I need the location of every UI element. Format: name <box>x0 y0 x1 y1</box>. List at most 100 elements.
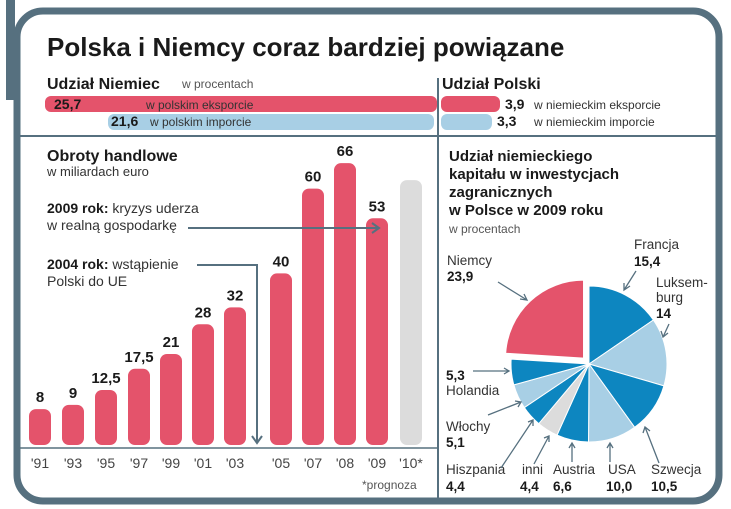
bar-95 <box>95 390 117 445</box>
label-niemcy: Niemcy <box>447 253 492 268</box>
label-holandia: Holandia <box>446 383 500 398</box>
bar-value-label: 12,5 <box>91 370 120 387</box>
poland-export-label: w niemieckim eksporcie <box>533 98 661 112</box>
leader-niemcy <box>497 281 529 301</box>
bar-value-label: 28 <box>195 304 212 321</box>
x-tick-label: '91 <box>31 455 49 471</box>
annotation-2009-text1: kryzys uderza <box>112 200 199 216</box>
annotation-2009-bold: 2009 rok: <box>47 200 108 216</box>
value-szwecja: 10,5 <box>651 479 678 494</box>
x-tick-label: '97 <box>130 455 148 471</box>
leader-inni <box>533 435 550 465</box>
frame-tab <box>6 0 15 100</box>
bar-value-label: 9 <box>69 385 77 402</box>
value-niemcy: 23,9 <box>447 269 473 284</box>
pie-title-line: w Polsce w 2009 roku <box>448 202 603 219</box>
leader-luksemburg <box>660 323 670 339</box>
annotation-2004-line2: Polski do UE <box>47 273 127 289</box>
bar-91 <box>29 409 51 445</box>
annotation-arrows <box>188 222 381 445</box>
bar-value-label: 8 <box>36 389 44 406</box>
label-francja: Francja <box>634 237 680 252</box>
x-tick-label: '07 <box>304 455 322 471</box>
x-tick-label: '10* <box>399 455 423 471</box>
x-tick-label: '99 <box>162 455 180 471</box>
bar-99 <box>160 353 182 445</box>
annotation-2009: 2009 rok: kryzys uderza <box>47 200 199 216</box>
x-tick-label: '01 <box>194 455 212 471</box>
leader-wlochy <box>487 400 523 416</box>
germany-export-label: w polskim eksporcie <box>145 98 254 112</box>
arrow-2009 <box>188 222 381 234</box>
bar-05 <box>270 273 292 445</box>
bar-07 <box>302 188 324 445</box>
pie-subtitle: w procentach <box>448 222 520 236</box>
leader-hiszpania <box>500 419 534 469</box>
x-axis-labels: '91 '93 '95 '97 '99 '01 '03 '05 '07 '08 '09 '10* <box>31 455 424 471</box>
footnote: *prognoza <box>362 478 417 492</box>
label-inni: inni <box>522 462 543 477</box>
value-usa: 10,0 <box>606 479 632 494</box>
annotation-2004-text1: wstąpienie <box>111 256 178 272</box>
label-austria: Austria <box>553 462 596 477</box>
x-tick-label: '08 <box>336 455 354 471</box>
bar-09 <box>366 218 388 445</box>
bar-chart-title: Obroty handlowe <box>47 148 178 165</box>
germany-export-value: 25,7 <box>54 96 81 112</box>
bar-value-label: 21 <box>163 334 180 351</box>
pie-title-line: kapitału w inwestycjach <box>449 166 619 183</box>
bar-poland-export <box>441 96 500 112</box>
pie-labels: Niemcy 23,9 Francja 15,4 Luksem- burg 14… <box>446 237 708 494</box>
germany-import-value: 21,6 <box>111 113 138 129</box>
bar-chart-subtitle: w miliardach euro <box>46 164 149 179</box>
leader-usa <box>606 441 614 462</box>
pie-slices <box>505 279 668 443</box>
leader-francja <box>623 270 637 292</box>
poland-export-value: 3,9 <box>505 96 525 112</box>
value-austria: 6,6 <box>553 479 572 494</box>
pie-leader-lines <box>473 270 670 469</box>
bar-01 <box>192 324 214 445</box>
annotation-2004: 2004 rok: wstąpienie <box>47 256 179 272</box>
pie-title-line: zagranicznych <box>449 184 552 201</box>
bar-value-label: 60 <box>305 169 322 186</box>
bar-germany-import <box>108 114 434 130</box>
pie-title: Udział niemieckiego kapitału w inwestycj… <box>448 148 619 219</box>
bar-value-label: 66 <box>337 143 354 160</box>
value-francja: 15,4 <box>634 254 661 269</box>
pie-slice-holandia <box>510 358 590 386</box>
x-tick-label: '05 <box>272 455 290 471</box>
pie-slice-francja <box>588 285 655 365</box>
bar-value-label: 40 <box>273 253 290 270</box>
leader-austria <box>568 441 576 462</box>
bar-03 <box>224 307 246 445</box>
germany-share-unit: w procentach <box>181 77 253 91</box>
frame <box>13 7 723 505</box>
bar-10 <box>400 180 422 445</box>
germany-import-label: w polskim imporcie <box>149 115 252 129</box>
label-luksemburg-2: burg <box>656 290 683 305</box>
annotation-2004-bold: 2004 rok: <box>47 256 108 272</box>
bar-08 <box>334 163 356 445</box>
label-usa: USA <box>608 462 636 477</box>
bar-value-label: 32 <box>227 287 244 304</box>
poland-import-value: 3,3 <box>497 113 517 129</box>
bar-97 <box>128 368 150 445</box>
germany-share-title: Udział Niemiec <box>47 76 160 93</box>
leader-szwecja <box>642 425 660 464</box>
label-wlochy: Włochy <box>446 419 491 434</box>
x-tick-label: '03 <box>226 455 244 471</box>
value-luksemburg: 14 <box>656 306 672 321</box>
page-title: Polska i Niemcy coraz bardziej powiązane <box>47 32 564 62</box>
bar-germany-export <box>45 96 437 112</box>
value-hiszpania: 4,4 <box>446 479 465 494</box>
label-szwecja: Szwecja <box>651 462 702 477</box>
arrow-2004 <box>197 264 263 445</box>
label-hiszpania: Hiszpania <box>446 462 506 477</box>
pie-slice-niemcy <box>505 279 585 359</box>
x-tick-label: '93 <box>64 455 82 471</box>
pie-title-line: Udział niemieckiego <box>449 148 592 165</box>
annotation-2009-line2: w realną gospodarkę <box>46 217 177 233</box>
label-luksemburg: Luksem- <box>656 275 708 290</box>
